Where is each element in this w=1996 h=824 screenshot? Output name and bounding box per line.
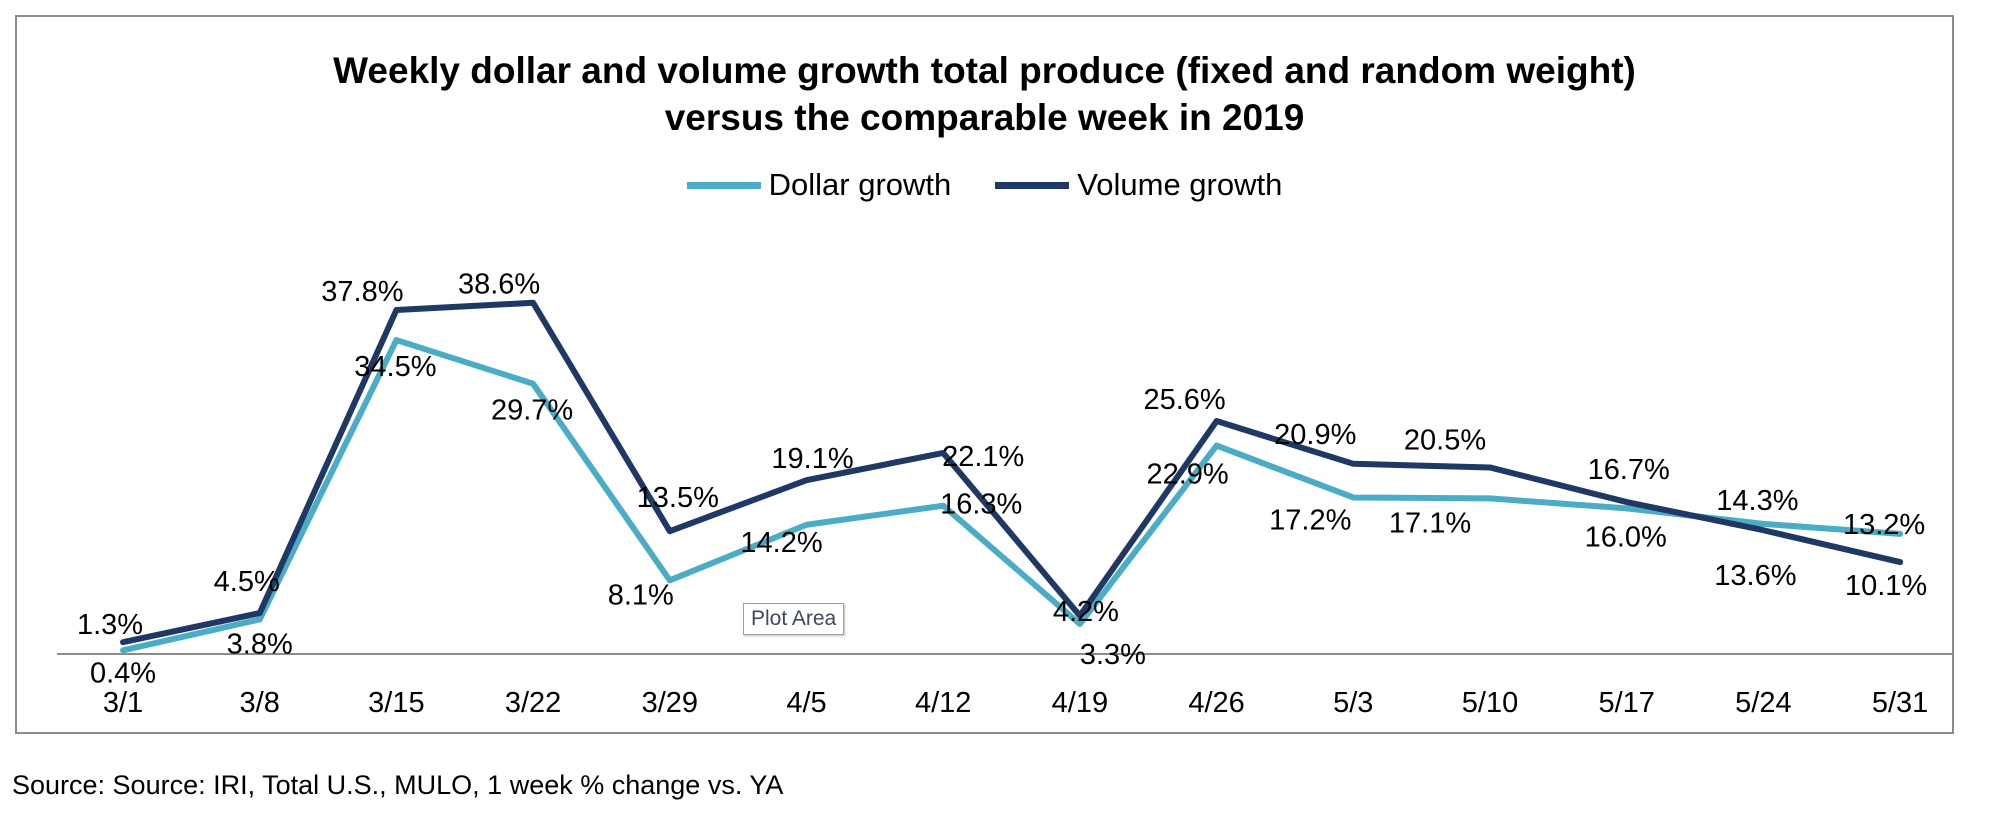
x-tick-label: 5/3 xyxy=(1333,687,1373,719)
volume-growth-data-label: 20.9% xyxy=(1274,419,1356,451)
source-note: Source: Source: IRI, Total U.S., MULO, 1… xyxy=(12,770,784,800)
chart-title-line2: versus the comparable week in 2019 xyxy=(664,97,1305,138)
volume-growth-data-label: 22.1% xyxy=(942,441,1024,473)
dollar-growth-data-label: 17.2% xyxy=(1269,504,1351,536)
dollar-growth-data-label: 8.1% xyxy=(608,579,674,611)
dollar-growth-data-label: 3.3% xyxy=(1080,639,1146,671)
plot-area-tooltip: Plot Area xyxy=(743,603,845,635)
volume-growth-data-label: 38.6% xyxy=(458,269,540,301)
x-tick-label: 3/1 xyxy=(103,687,143,719)
chart-title-line1: Weekly dollar and volume growth total pr… xyxy=(333,50,1636,91)
chart-title: Weekly dollar and volume growth total pr… xyxy=(17,47,1952,141)
volume-growth-data-label: 4.2% xyxy=(1053,596,1119,628)
chart-legend: Dollar growth Volume growth xyxy=(17,167,1952,203)
x-tick-label: 4/19 xyxy=(1052,687,1108,719)
x-tick-label: 5/24 xyxy=(1735,687,1791,719)
dollar-growth-data-label: 3.8% xyxy=(227,628,293,660)
legend-item-dollar-growth: Dollar growth xyxy=(686,167,952,203)
volume-growth-data-label: 25.6% xyxy=(1143,384,1225,416)
volume-growth-line xyxy=(120,299,1904,646)
x-tick-label: 4/26 xyxy=(1188,687,1244,719)
volume-growth-data-label: 13.5% xyxy=(637,482,719,514)
x-tick-label: 5/31 xyxy=(1872,687,1928,719)
dollar-growth-data-label: 22.9% xyxy=(1146,459,1228,491)
volume-growth-data-label: 1.3% xyxy=(77,609,143,641)
legend-label-volume-growth: Volume growth xyxy=(1077,167,1283,202)
volume-growth-data-label: 20.5% xyxy=(1404,424,1486,456)
dollar-growth-data-label: 16.0% xyxy=(1585,521,1667,553)
dollar-growth-data-label: 14.3% xyxy=(1716,485,1798,517)
dollar-growth-data-label: 14.2% xyxy=(740,527,822,559)
legend-swatch-dollar-growth xyxy=(686,181,761,189)
x-tick-label: 4/12 xyxy=(915,687,971,719)
x-tick-label: 5/10 xyxy=(1462,687,1518,719)
x-tick-label: 3/8 xyxy=(240,687,280,719)
volume-growth-data-label: 19.1% xyxy=(771,443,853,475)
volume-growth-data-label: 37.8% xyxy=(321,276,403,308)
x-tick-label: 3/15 xyxy=(368,687,424,719)
dollar-growth-data-label: 0.4% xyxy=(90,657,156,689)
volume-growth-data-label: 16.7% xyxy=(1588,454,1670,486)
x-tick-label: 3/29 xyxy=(642,687,698,719)
legend-label-dollar-growth: Dollar growth xyxy=(768,167,952,202)
legend-item-volume-growth: Volume growth xyxy=(995,167,1282,203)
dollar-growth-line xyxy=(120,337,1904,654)
dollar-growth-data-label: 17.1% xyxy=(1389,507,1471,539)
dollar-growth-data-label: 29.7% xyxy=(491,395,573,427)
x-tick-label: 5/17 xyxy=(1598,687,1654,719)
dollar-growth-data-label: 16.3% xyxy=(940,489,1022,521)
dollar-growth-data-label: 34.5% xyxy=(354,351,436,383)
dollar-growth-data-label: 13.2% xyxy=(1843,509,1925,541)
volume-growth-data-label: 10.1% xyxy=(1845,570,1927,602)
volume-growth-data-label: 13.6% xyxy=(1714,560,1796,592)
legend-swatch-volume-growth xyxy=(995,181,1070,189)
x-tick-label: 3/22 xyxy=(505,687,561,719)
x-tick-label: 4/5 xyxy=(786,687,826,719)
chart-frame: Weekly dollar and volume growth total pr… xyxy=(15,15,1954,734)
volume-growth-data-label: 4.5% xyxy=(214,566,280,598)
